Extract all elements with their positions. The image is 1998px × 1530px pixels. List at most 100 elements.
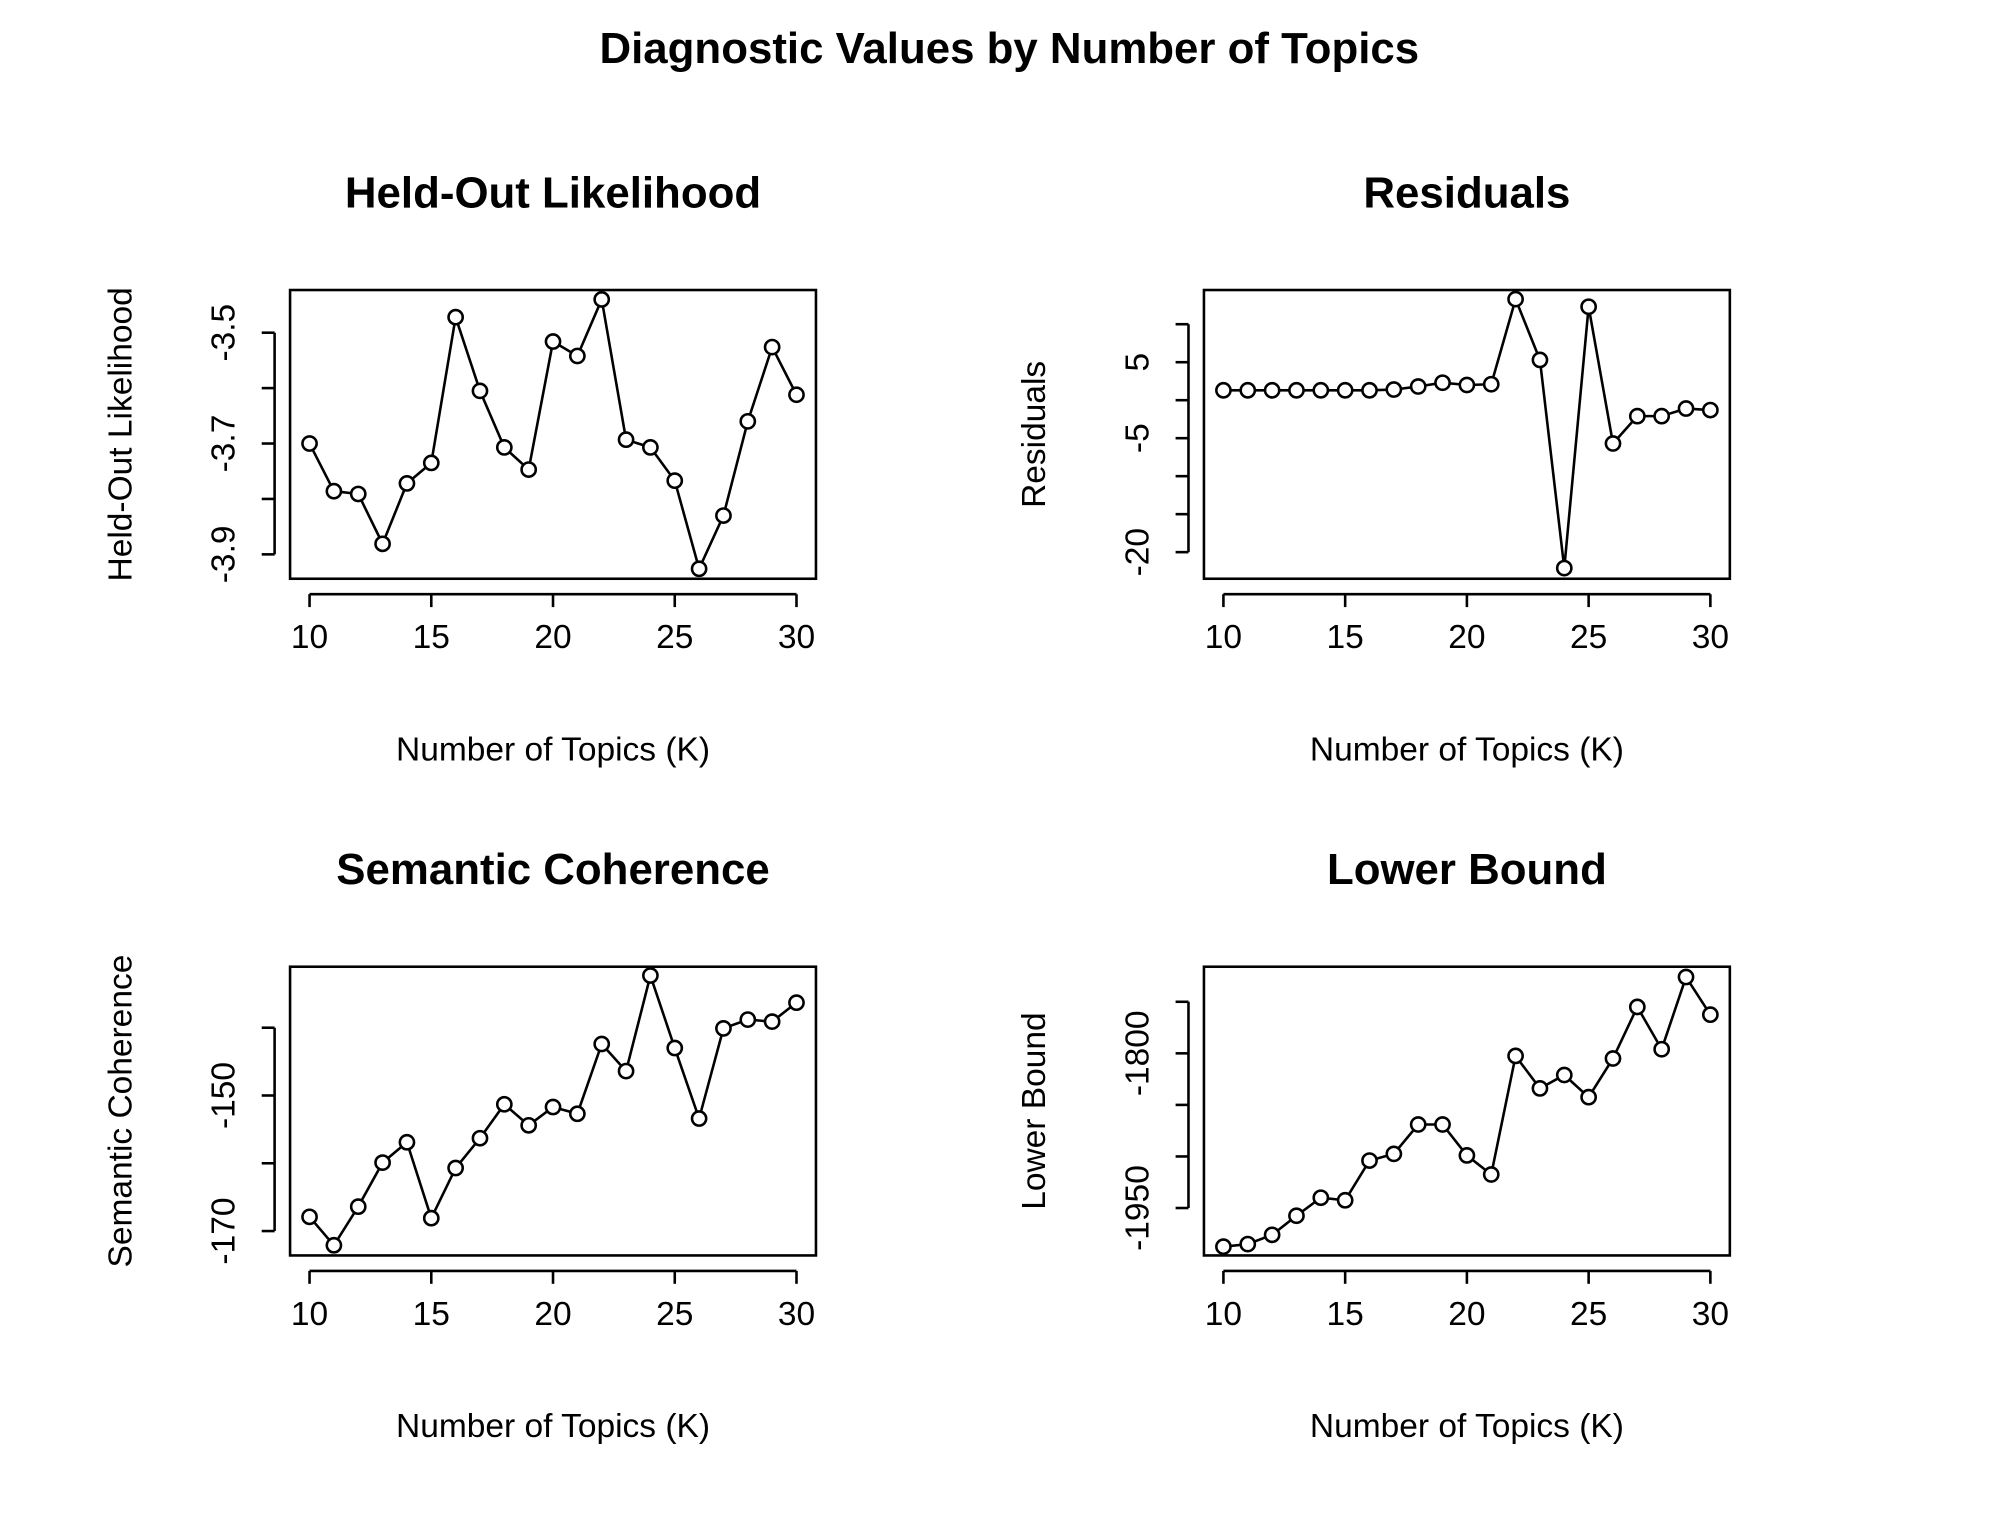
point	[1263, 1226, 1281, 1244]
chart-title: Residuals	[1363, 169, 1570, 218]
plot-box	[288, 965, 818, 1257]
point	[1701, 1006, 1719, 1024]
point	[544, 333, 562, 350]
point	[1385, 381, 1403, 398]
x-tick-label: 15	[1327, 1296, 1364, 1333]
point	[422, 454, 440, 472]
point	[617, 431, 635, 449]
point	[1239, 381, 1257, 399]
point	[1361, 381, 1378, 399]
point	[715, 507, 732, 524]
y-tick-label: -5	[1119, 423, 1156, 453]
point	[374, 1154, 391, 1171]
point	[642, 967, 659, 984]
x-tick-label: 15	[413, 619, 450, 656]
point	[398, 475, 416, 492]
point	[349, 1198, 367, 1216]
point	[1653, 1040, 1671, 1058]
point	[1580, 298, 1598, 316]
point	[1312, 1189, 1330, 1207]
point	[544, 1098, 562, 1116]
x-tick-label: 10	[291, 1296, 328, 1333]
point	[520, 461, 538, 478]
point	[471, 382, 489, 400]
chart-title: Held-Out Likelihood	[345, 169, 761, 218]
x-tick-label: 10	[291, 619, 328, 656]
point	[1653, 407, 1671, 425]
point	[447, 1159, 465, 1177]
point	[1628, 998, 1646, 1016]
x-axis-label: Number of Topics (K)	[396, 1408, 710, 1445]
x-tick-label: 10	[1205, 619, 1242, 656]
point	[1288, 1207, 1305, 1225]
point	[1507, 290, 1524, 308]
y-tick-label: -3.7	[205, 415, 242, 473]
x-tick-label: 25	[656, 1296, 693, 1333]
point	[1677, 400, 1695, 417]
point	[1336, 381, 1354, 399]
point	[788, 994, 805, 1012]
x-tick-label: 20	[1448, 1296, 1485, 1333]
point	[1409, 378, 1427, 395]
point	[1434, 1116, 1451, 1133]
x-axis-label: Number of Topics (K)	[1310, 1408, 1624, 1445]
point	[1385, 1145, 1403, 1163]
point	[788, 386, 805, 404]
point	[1555, 559, 1573, 577]
point	[325, 1236, 343, 1254]
point	[398, 1133, 416, 1151]
chart-title: Lower Bound	[1327, 845, 1607, 894]
y-tick-label: -1950	[1119, 1165, 1156, 1251]
x-tick-label: 30	[1692, 1296, 1729, 1333]
point	[495, 439, 513, 456]
point	[1507, 1047, 1524, 1065]
point	[301, 435, 318, 452]
point	[374, 535, 391, 553]
x-axis-label: Number of Topics (K)	[1310, 731, 1624, 768]
point	[690, 1110, 708, 1127]
y-tick-label: -3.9	[205, 525, 242, 583]
plot-box	[1202, 965, 1732, 1257]
point	[1409, 1116, 1427, 1133]
point	[763, 1013, 781, 1031]
x-tick-label: 30	[778, 1296, 815, 1333]
x-tick-label: 15	[1327, 619, 1364, 656]
point	[1215, 381, 1232, 399]
point	[1628, 407, 1646, 425]
y-axis-label: Lower Bound	[1016, 1012, 1053, 1209]
chart-title: Semantic Coherence	[336, 845, 769, 894]
y-tick-label: 5	[1119, 353, 1156, 372]
point	[763, 338, 781, 356]
x-tick-label: 20	[534, 1296, 571, 1333]
point	[520, 1116, 538, 1134]
point	[301, 1208, 318, 1226]
x-tick-label: 25	[656, 619, 693, 656]
point	[1458, 376, 1476, 394]
figure-title: Diagnostic Values by Number of Topics	[599, 24, 1419, 73]
point	[1701, 401, 1719, 419]
point	[1288, 381, 1305, 399]
point	[1336, 1191, 1354, 1209]
point	[495, 1095, 513, 1113]
point	[1580, 1088, 1598, 1106]
y-tick-label: -170	[205, 1198, 242, 1265]
point	[1531, 351, 1549, 369]
point	[1604, 1050, 1622, 1067]
x-axis-label: Number of Topics (K)	[396, 731, 710, 768]
y-axis-label: Semantic Coherence	[102, 955, 139, 1268]
point	[690, 560, 708, 578]
x-tick-label: 20	[1448, 619, 1485, 656]
point	[349, 485, 367, 503]
plot-box	[288, 288, 818, 581]
point	[1482, 1166, 1500, 1183]
point	[447, 308, 465, 326]
x-tick-label: 25	[1570, 619, 1607, 656]
y-tick-label: -1800	[1119, 1010, 1156, 1096]
point	[593, 291, 611, 308]
point	[666, 1039, 684, 1057]
point	[422, 1209, 440, 1227]
point	[593, 1035, 611, 1053]
point	[471, 1129, 489, 1147]
